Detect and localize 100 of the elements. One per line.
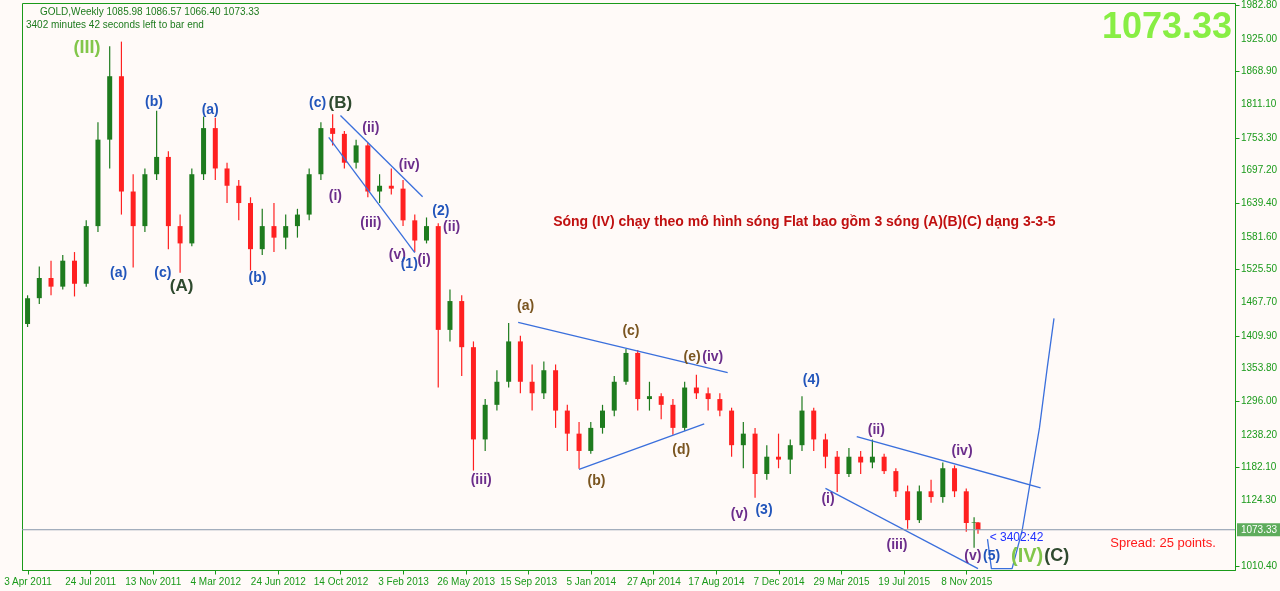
x-tick-label: 27 Apr 2014 (626, 575, 682, 587)
candlestick (776, 433, 782, 469)
x-tick-label: 29 Mar 2015 (813, 575, 871, 587)
annotation: (4) (802, 371, 820, 387)
y-tick-label: 1124.30 (1241, 494, 1277, 506)
candlestick (822, 433, 828, 469)
candlestick (412, 213, 418, 253)
candlestick (36, 265, 42, 305)
candlestick (330, 113, 336, 146)
x-tick-label: 14 Oct 2012 (313, 575, 369, 587)
y-tick-label: 1697.20 (1241, 164, 1278, 176)
y-tick-label: 1353.80 (1241, 362, 1278, 374)
candlestick (529, 363, 535, 412)
ref-line-label: 1073.33 (1240, 523, 1278, 535)
y-tick-label: 1525.50 (1241, 263, 1278, 275)
annotation: Sóng (IV) chạy theo mô hình sóng Flat bao gồm 3 sóng (A)(B)(C) dạng 3-3-5 (553, 213, 1056, 229)
annotation: (b) (587, 472, 606, 488)
annotation: (c) (622, 322, 640, 338)
x-tick-label: 19 Jul 2015 (878, 575, 931, 587)
candlestick (71, 251, 77, 298)
candlestick (893, 467, 899, 498)
annotation: (c) (309, 94, 327, 110)
candlestick (646, 381, 652, 412)
y-tick-label: 1409.90 (1241, 329, 1278, 341)
x-tick-label: 5 Jan 2014 (566, 575, 617, 587)
y-tick-label: 1238.20 (1241, 428, 1278, 440)
annotation: (a) (516, 297, 535, 313)
annotation: (i) (328, 187, 342, 203)
annotation: (B) (328, 93, 353, 112)
candlestick (236, 179, 242, 221)
x-tick-label: 4 Mar 2012 (190, 575, 242, 587)
candlestick (388, 167, 394, 195)
annotation: (ii) (362, 119, 380, 135)
annotation: (3) (755, 501, 773, 517)
x-tick-label: 24 Jun 2012 (250, 575, 307, 587)
annotation: (a) (110, 264, 128, 280)
x-tick-label: 3 Feb 2013 (378, 575, 430, 587)
candlestick (952, 464, 958, 498)
candlestick (283, 213, 289, 250)
y-tick-label: 1868.90 (1241, 65, 1278, 77)
candlestick (717, 392, 723, 417)
y-tick-label: 1925.00 (1241, 32, 1278, 44)
candlestick (928, 479, 934, 504)
annotation: (iv) (702, 348, 724, 364)
candlestick (576, 421, 582, 470)
y-tick-label: 1811.10 (1241, 98, 1277, 110)
annotation: (ii) (443, 218, 461, 234)
candlestick (846, 447, 852, 478)
candlestick (881, 453, 887, 475)
annotation: (C) (1044, 545, 1070, 565)
candlestick (377, 173, 383, 204)
x-tick-label: 26 May 2013 (437, 575, 496, 587)
candlestick (541, 360, 547, 400)
y-tick-label: 1581.60 (1241, 230, 1278, 242)
candlestick (353, 139, 359, 170)
candlestick (588, 421, 594, 455)
text: 3402 minutes 42 seconds left to bar end (26, 19, 204, 30)
annotation: (iv) (398, 156, 420, 172)
candlestick (787, 438, 793, 475)
x-tick-label: 13 Nov 2011 (125, 575, 182, 587)
chart-title: GOLD,Weekly 1085.98 1086.57 1066.40 1073.33 (40, 6, 260, 17)
annotation: 1073.33 (1101, 5, 1233, 46)
candlestick (764, 444, 770, 481)
candlestick (224, 162, 230, 204)
annotation: (i) (821, 490, 835, 506)
annotation: Spread: 25 points. (1110, 535, 1216, 550)
annotation: (iv) (951, 442, 973, 458)
candlestick (154, 110, 160, 181)
candlestick (834, 450, 840, 493)
candlestick (424, 216, 430, 245)
candlestick (259, 208, 265, 256)
y-tick-label: 1467.70 (1241, 296, 1278, 308)
annotation: (d) (672, 441, 691, 457)
x-tick-label: 24 Jul 2011 (65, 575, 117, 587)
candlestick (670, 398, 676, 436)
y-tick-label: 1639.40 (1241, 197, 1278, 209)
annotation: (b) (248, 269, 267, 285)
annotation: (c) (154, 264, 172, 280)
candlestick (48, 260, 54, 296)
candlestick (705, 386, 711, 412)
annotation: (a) (201, 101, 219, 117)
y-tick-label: 1982.80 (1241, 0, 1278, 11)
annotation: (i) (417, 251, 431, 267)
annotation: (III) (73, 37, 101, 57)
y-tick-label: 1296.00 (1241, 395, 1278, 407)
annotation: (v) (964, 547, 982, 563)
annotation: (iii) (470, 471, 492, 487)
x-tick-label: 3 Apr 2011 (4, 575, 53, 587)
y-tick-label: 1753.30 (1241, 131, 1278, 143)
candlestick (177, 213, 183, 274)
x-tick-label: 15 Sep 2013 (500, 575, 558, 587)
annotation: (v) (730, 505, 748, 521)
candlestick (271, 202, 277, 253)
candlestick (740, 421, 746, 469)
y-tick-label: 1182.10 (1241, 461, 1277, 473)
annotation: (e) (683, 348, 701, 364)
annotation: (iii) (886, 536, 908, 552)
annotation: (iii) (360, 214, 382, 230)
annotation: (b) (145, 93, 163, 109)
candlestick (658, 392, 664, 420)
